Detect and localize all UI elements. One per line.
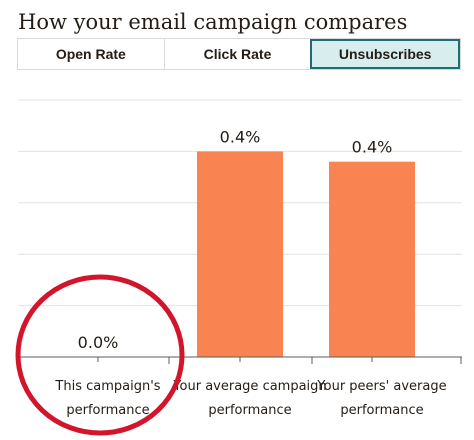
tab-open-rate[interactable]: Open Rate — [18, 39, 164, 69]
x-tick-label: performance — [208, 403, 291, 418]
metric-tabs: Open Rate Click Rate Unsubscribes — [17, 38, 461, 70]
tab-unsubscribes[interactable]: Unsubscribes — [310, 39, 461, 69]
x-tick-label: performance — [66, 403, 149, 418]
bar — [329, 161, 415, 357]
data-label: 0.0% — [78, 333, 119, 352]
page-title: How your email campaign compares — [18, 10, 408, 34]
x-tick-label: Your average campaign — [172, 379, 326, 394]
data-label: 0.4% — [220, 127, 261, 146]
x-tick-label: performance — [340, 403, 423, 418]
x-tick-label: This campaign's — [54, 379, 160, 394]
data-label: 0.4% — [352, 138, 393, 157]
tab-click-rate[interactable]: Click Rate — [163, 39, 311, 69]
x-tick-label: Your peers' average — [316, 379, 446, 394]
highlight-circle-annotation — [15, 274, 185, 436]
bar — [197, 151, 283, 357]
